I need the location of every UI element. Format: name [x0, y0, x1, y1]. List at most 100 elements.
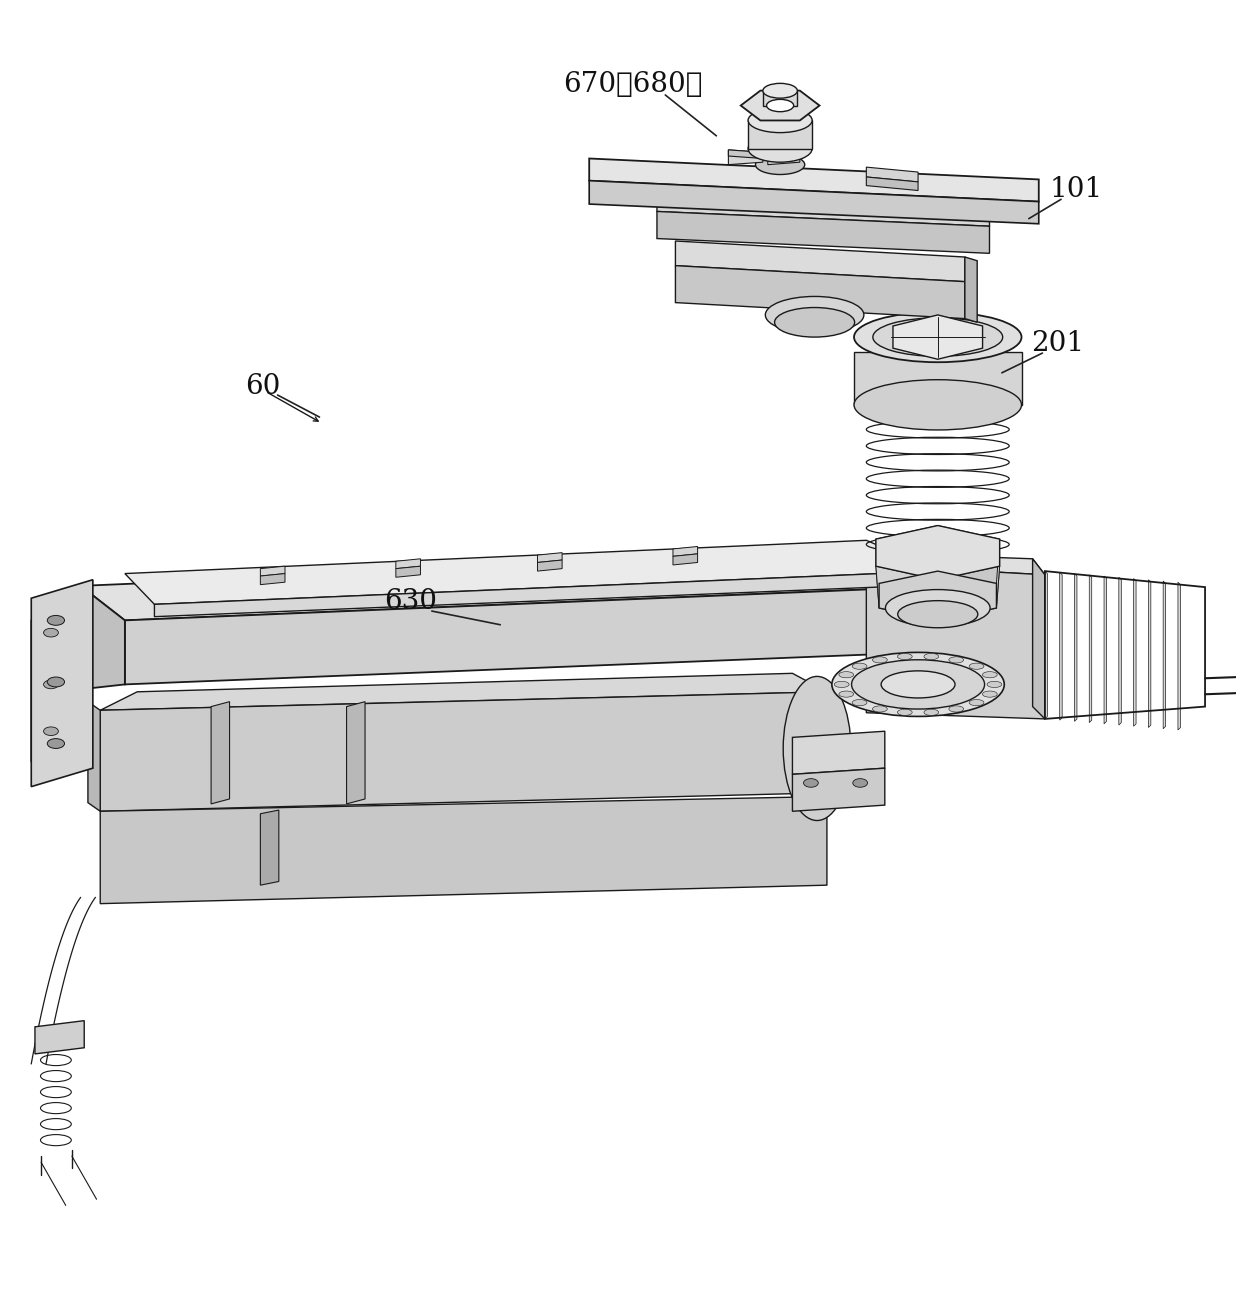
Ellipse shape	[873, 317, 1003, 356]
Ellipse shape	[949, 657, 963, 663]
Ellipse shape	[763, 84, 797, 98]
Ellipse shape	[852, 663, 867, 670]
Ellipse shape	[970, 699, 985, 706]
Polygon shape	[537, 560, 562, 571]
Polygon shape	[965, 257, 977, 322]
Text: 60: 60	[246, 373, 280, 400]
Polygon shape	[854, 352, 1022, 405]
Polygon shape	[657, 212, 990, 253]
Polygon shape	[537, 552, 562, 562]
Polygon shape	[35, 1020, 84, 1054]
Polygon shape	[31, 579, 93, 787]
Ellipse shape	[873, 706, 888, 712]
Polygon shape	[893, 315, 982, 359]
Polygon shape	[937, 566, 999, 620]
Ellipse shape	[854, 312, 1022, 362]
Polygon shape	[81, 586, 125, 689]
Polygon shape	[673, 553, 698, 565]
Ellipse shape	[43, 726, 58, 735]
Ellipse shape	[982, 691, 997, 697]
Polygon shape	[1089, 575, 1091, 722]
Ellipse shape	[765, 297, 864, 333]
Polygon shape	[346, 702, 365, 804]
Ellipse shape	[987, 681, 1002, 688]
Ellipse shape	[898, 710, 913, 716]
Polygon shape	[1045, 571, 1048, 719]
Polygon shape	[937, 525, 999, 583]
Polygon shape	[260, 574, 285, 584]
Polygon shape	[676, 241, 965, 281]
Polygon shape	[589, 181, 1039, 223]
Polygon shape	[88, 702, 100, 811]
Polygon shape	[396, 559, 420, 569]
Polygon shape	[740, 90, 820, 120]
Ellipse shape	[804, 779, 818, 787]
Ellipse shape	[924, 710, 939, 716]
Ellipse shape	[755, 155, 805, 174]
Ellipse shape	[852, 699, 867, 706]
Ellipse shape	[43, 680, 58, 689]
Ellipse shape	[970, 663, 985, 670]
Polygon shape	[879, 571, 997, 620]
Polygon shape	[396, 566, 420, 577]
Ellipse shape	[853, 779, 868, 787]
Polygon shape	[1178, 582, 1180, 730]
Ellipse shape	[839, 691, 853, 697]
Ellipse shape	[766, 99, 794, 112]
Ellipse shape	[832, 653, 1004, 716]
Ellipse shape	[784, 676, 851, 820]
Polygon shape	[673, 547, 698, 556]
Polygon shape	[100, 796, 827, 904]
Ellipse shape	[885, 590, 990, 627]
Ellipse shape	[898, 654, 913, 659]
Polygon shape	[260, 810, 279, 885]
Ellipse shape	[839, 672, 853, 677]
Polygon shape	[768, 150, 800, 165]
Polygon shape	[155, 571, 937, 617]
Polygon shape	[875, 539, 879, 608]
Polygon shape	[748, 120, 812, 148]
Polygon shape	[31, 586, 84, 762]
Polygon shape	[728, 150, 763, 159]
Polygon shape	[1075, 574, 1078, 721]
Polygon shape	[1148, 579, 1151, 728]
Polygon shape	[260, 566, 285, 577]
Polygon shape	[125, 586, 952, 685]
Polygon shape	[867, 565, 1045, 719]
Polygon shape	[867, 177, 918, 191]
Text: 101: 101	[1049, 175, 1102, 203]
Polygon shape	[1118, 577, 1121, 725]
Polygon shape	[676, 266, 965, 319]
Polygon shape	[768, 150, 800, 159]
Polygon shape	[875, 525, 937, 583]
Polygon shape	[792, 731, 885, 774]
Ellipse shape	[835, 681, 849, 688]
Ellipse shape	[949, 706, 963, 712]
Polygon shape	[875, 566, 937, 620]
Polygon shape	[861, 552, 1045, 575]
Ellipse shape	[47, 615, 64, 626]
Polygon shape	[100, 673, 827, 711]
Polygon shape	[792, 768, 885, 811]
Ellipse shape	[924, 654, 939, 659]
Polygon shape	[657, 190, 990, 226]
Text: 201: 201	[1030, 330, 1084, 357]
Text: 670（680）: 670（680）	[563, 71, 702, 98]
Polygon shape	[875, 525, 999, 579]
Ellipse shape	[882, 671, 955, 698]
Polygon shape	[1060, 573, 1063, 720]
Polygon shape	[763, 90, 797, 106]
Ellipse shape	[982, 672, 997, 677]
Polygon shape	[728, 150, 763, 165]
Ellipse shape	[47, 677, 64, 686]
Polygon shape	[997, 539, 999, 608]
Ellipse shape	[748, 135, 812, 163]
Ellipse shape	[748, 108, 812, 133]
Polygon shape	[1104, 577, 1106, 724]
Ellipse shape	[47, 739, 64, 748]
Polygon shape	[1033, 559, 1045, 719]
Polygon shape	[100, 691, 827, 811]
Ellipse shape	[873, 657, 888, 663]
Polygon shape	[125, 541, 937, 604]
Ellipse shape	[852, 659, 985, 710]
